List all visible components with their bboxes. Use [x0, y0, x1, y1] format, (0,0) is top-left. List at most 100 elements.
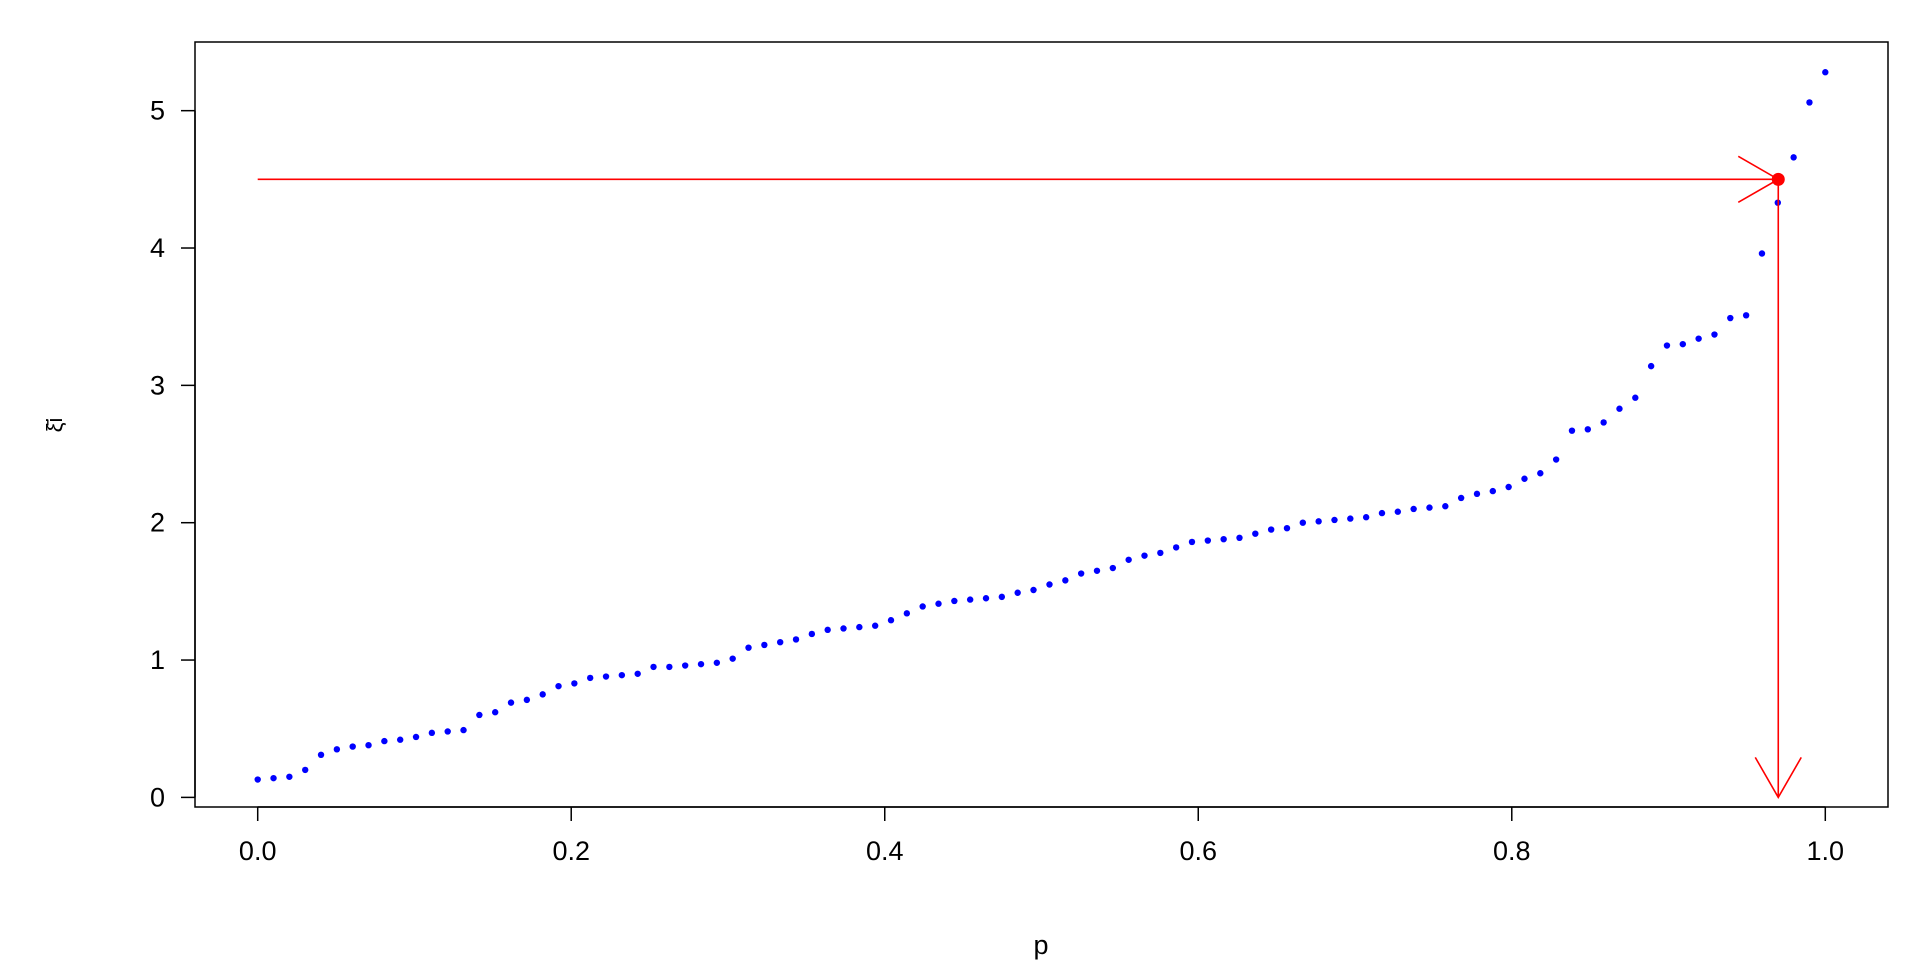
data-point	[1236, 534, 1243, 542]
data-point	[1030, 586, 1037, 594]
y-tick-label: 5	[150, 96, 165, 126]
data-point	[1727, 314, 1734, 322]
data-point	[1711, 331, 1718, 338]
data-point	[1584, 426, 1592, 433]
y-axis: 0 1 2 3 4 5	[150, 96, 196, 812]
data-point	[966, 596, 974, 603]
data-point	[254, 776, 261, 783]
data-point	[634, 670, 641, 677]
data-point	[808, 630, 816, 638]
data-point	[1537, 470, 1544, 477]
data-point	[1457, 494, 1465, 502]
highlight-point	[1771, 172, 1785, 186]
data-point	[539, 691, 546, 698]
data-point	[1331, 516, 1338, 524]
data-point	[1252, 530, 1259, 537]
data-point	[444, 728, 451, 735]
data-point	[349, 743, 356, 750]
data-point	[317, 751, 325, 759]
data-point	[761, 641, 768, 649]
data-point	[1822, 69, 1829, 76]
data-point	[1188, 538, 1196, 546]
data-point	[1600, 419, 1607, 426]
data-point	[1505, 483, 1512, 491]
x-tick-label: 0.4	[866, 836, 904, 866]
data-point	[428, 729, 436, 737]
vertical-arrow-head	[1754, 756, 1802, 799]
data-point	[1220, 535, 1227, 543]
data-point	[1299, 519, 1307, 526]
data-point	[951, 597, 958, 605]
y-axis-label: ξ̄i	[42, 418, 67, 433]
data-point	[856, 623, 863, 631]
data-point	[1568, 427, 1576, 434]
data-point	[1014, 589, 1021, 596]
data-point	[1046, 581, 1053, 588]
data-point	[824, 626, 831, 634]
x-tick-label: 0.2	[552, 836, 590, 866]
data-point	[729, 655, 736, 662]
data-point	[333, 746, 341, 753]
data-point	[713, 659, 721, 666]
data-point	[365, 741, 372, 749]
data-point	[650, 663, 657, 671]
data-point	[1347, 515, 1354, 522]
data-point	[302, 766, 309, 774]
data-point	[1806, 99, 1813, 106]
data-point	[618, 671, 626, 679]
data-point	[840, 625, 847, 632]
y-tick-label: 0	[150, 782, 165, 812]
data-point	[1109, 564, 1117, 572]
data-point	[903, 610, 911, 617]
data-point	[1426, 504, 1433, 511]
data-point	[586, 674, 594, 682]
data-point	[507, 699, 515, 706]
data-point	[1125, 556, 1132, 563]
quantile-annotation	[257, 155, 1802, 799]
data-point	[476, 711, 483, 719]
data-point	[1679, 340, 1687, 348]
data-point	[270, 774, 277, 782]
data-point	[1362, 514, 1370, 521]
data-point	[1489, 487, 1497, 495]
data-point	[982, 595, 990, 602]
data-point	[1632, 394, 1639, 401]
plot-frame	[194, 41, 1889, 808]
data-points	[254, 69, 1829, 783]
data-point	[555, 682, 562, 690]
data-point	[1394, 508, 1402, 515]
data-point	[1442, 503, 1449, 510]
data-point	[523, 696, 531, 704]
data-point	[792, 636, 800, 643]
data-point	[1157, 549, 1164, 557]
x-tick-label: 1.0	[1807, 836, 1845, 866]
data-point	[460, 726, 467, 734]
data-point	[1172, 544, 1180, 551]
data-point	[396, 736, 404, 743]
x-tick-label: 0.8	[1493, 836, 1531, 866]
data-point	[491, 709, 499, 716]
data-point	[1616, 405, 1623, 412]
data-point	[1141, 552, 1148, 559]
x-axis: 0.0 0.2 0.4 0.6 0.8 1.0	[239, 806, 1845, 866]
data-point	[286, 773, 293, 780]
data-point	[1204, 537, 1212, 544]
x-tick-label: 0.0	[239, 836, 277, 866]
data-point	[1647, 362, 1655, 370]
data-point	[666, 663, 673, 671]
data-point	[1378, 509, 1386, 517]
y-tick-label: 1	[150, 645, 165, 675]
data-point	[1695, 335, 1702, 342]
y-tick-label: 4	[150, 233, 165, 263]
data-point	[1283, 524, 1291, 532]
data-point	[1093, 567, 1101, 574]
data-point	[1758, 250, 1766, 257]
data-point	[871, 622, 879, 629]
data-point	[381, 737, 388, 745]
data-point	[1077, 570, 1085, 577]
data-point	[602, 673, 610, 680]
data-point	[1521, 475, 1528, 482]
y-tick-label: 3	[150, 370, 165, 400]
data-point	[998, 593, 1006, 601]
